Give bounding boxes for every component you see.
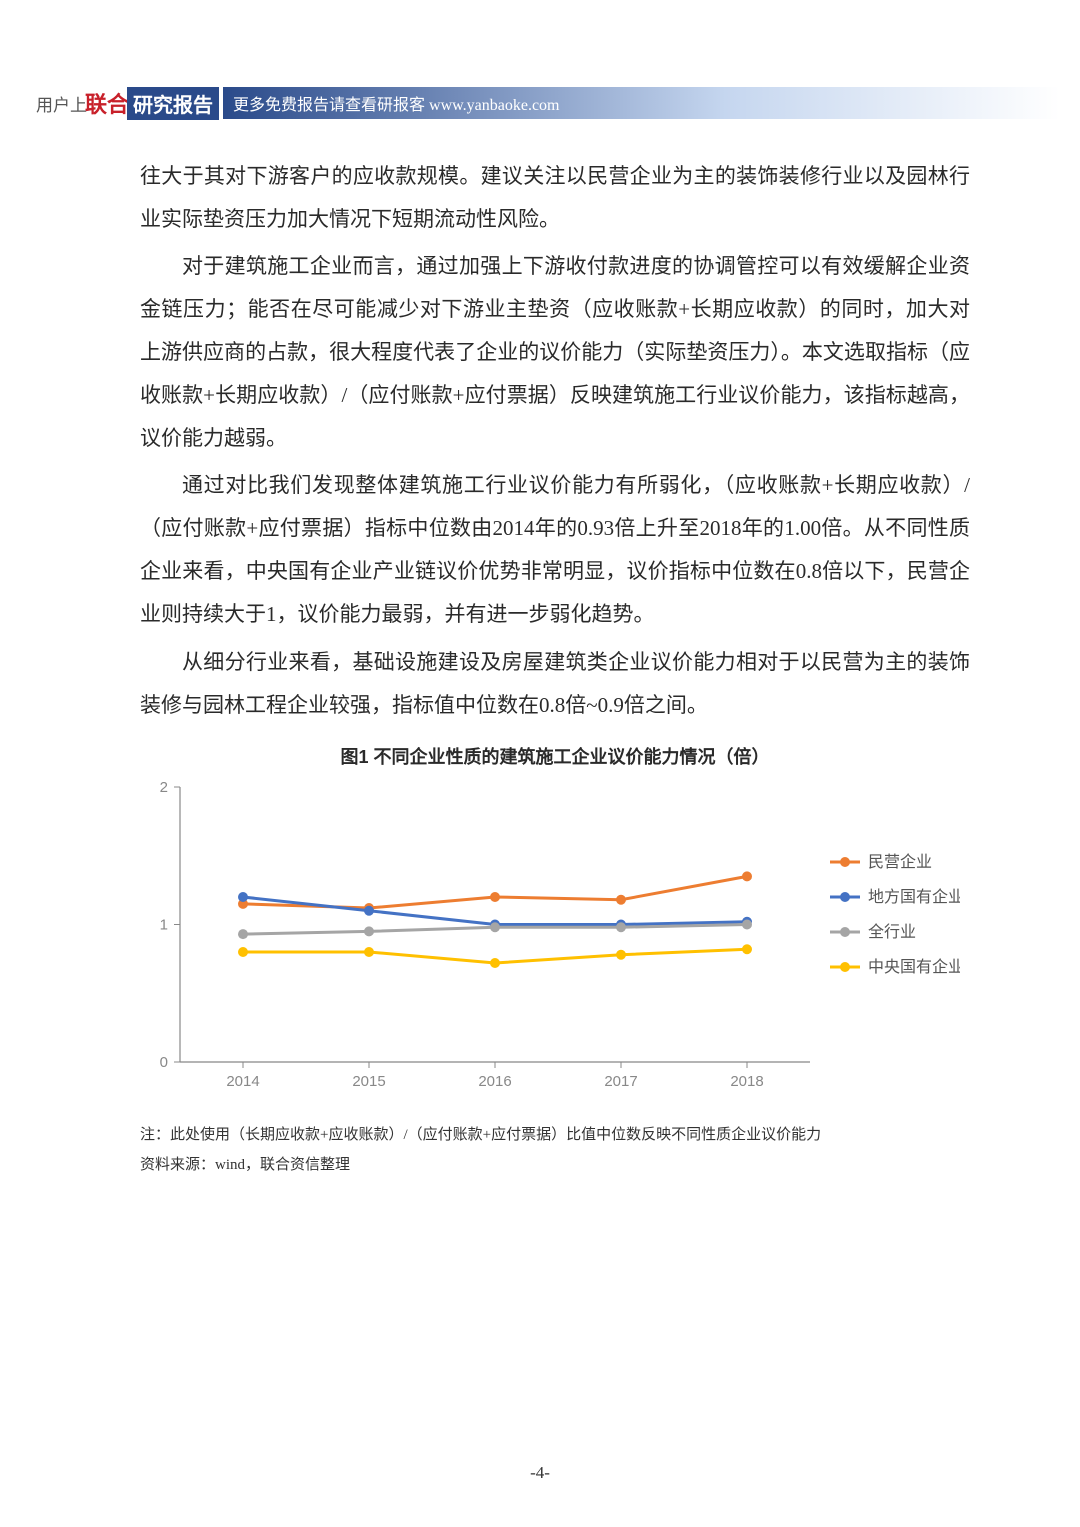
paragraph-2: 对于建筑施工企业而言，通过加强上下游收付款进度的协调管控可以有效缓解企业资金链压… [140,245,970,460]
svg-text:2017: 2017 [604,1073,637,1090]
paragraph-3: 通过对比我们发现整体建筑施工行业议价能力有所弱化，（应收账款+长期应收款）/（应… [140,464,970,636]
line-chart: 0 1 2 2014 2015 2016 2017 2018 民营企业地方国有企业全行业中央国有… [130,782,960,1102]
chart-note-2: 资料来源：wind，联合资信整理 [140,1153,970,1177]
paragraph-1: 往大于其对下游客户的应收款规模。建议关注以民营企业为主的装饰装修行业以及园林行业… [140,155,970,241]
svg-text:2015: 2015 [352,1073,385,1090]
svg-text:0: 0 [160,1054,168,1071]
header-logo-box: 研究报告 [127,87,219,120]
svg-text:2018: 2018 [730,1073,763,1090]
chart-title: 图1 不同企业性质的建筑施工企业议价能力情况（倍） [140,739,970,776]
header-logo-red: 联合 [85,87,129,119]
header-prefix: 用户上 联合 研究报告 [36,87,219,120]
svg-text:2: 2 [160,782,168,796]
svg-text:2016: 2016 [478,1073,511,1090]
svg-text:1: 1 [160,916,168,933]
header-bar: 用户上 联合 研究报告 更多免费报告请查看研报客 www.yanbaoke.co… [36,88,1060,118]
page-number: -4- [0,1463,1080,1483]
chart-container: 0 1 2 2014 2015 2016 2017 2018 民营企业地方国有企业全行业中央国有… [130,782,960,1117]
header-prefix-text: 用户上 [36,91,87,116]
header-banner: 更多免费报告请查看研报客 www.yanbaoke.com [223,87,1060,119]
svg-text:中央国有企业: 中央国有企业 [868,958,960,976]
svg-text:全行业: 全行业 [868,923,916,941]
paragraph-4: 从细分行业来看，基础设施建设及房屋建筑类企业议价能力相对于以民营为主的装饰装修与… [140,641,970,727]
svg-text:民营企业: 民营企业 [868,853,932,871]
main-content: 往大于其对下游客户的应收款规模。建议关注以民营企业为主的装饰装修行业以及园林行业… [140,155,970,1177]
chart-note-1: 注：此处使用（长期应收款+应收账款）/（应付账款+应付票据）比值中位数反映不同性… [140,1123,970,1147]
svg-text:2014: 2014 [226,1073,259,1090]
svg-text:地方国有企业: 地方国有企业 [868,888,960,906]
